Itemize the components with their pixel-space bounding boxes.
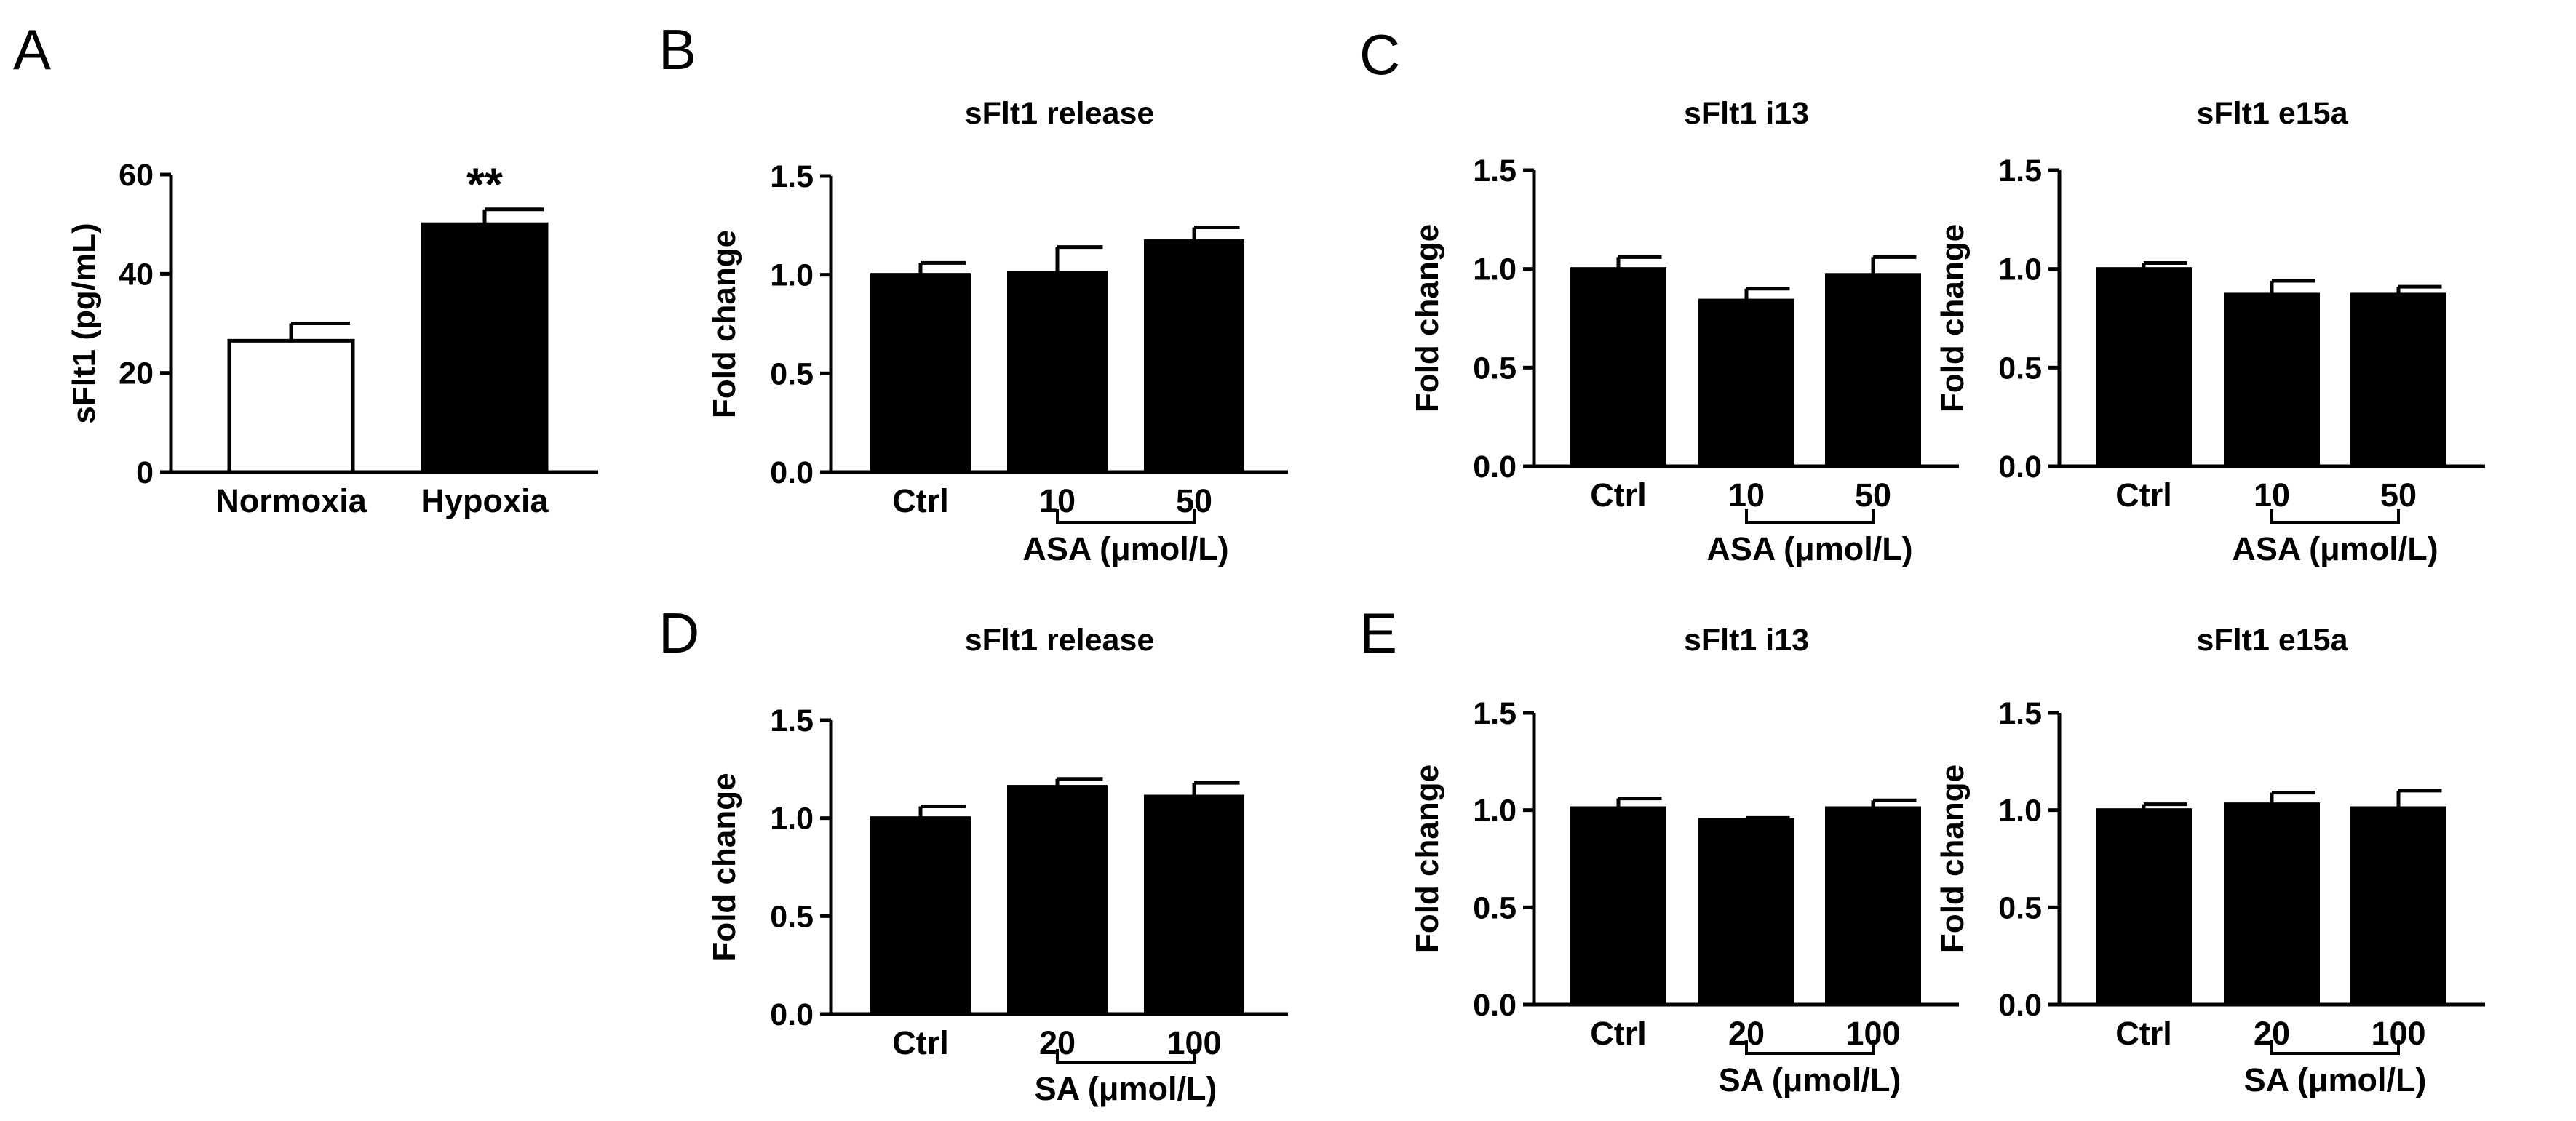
bar-normoxia — [227, 338, 355, 474]
y-tick-label: 1.5 — [770, 703, 814, 738]
chart-title: sFlt1 release — [965, 96, 1155, 131]
y-tick-label: 1.0 — [770, 802, 814, 837]
y-tick-label: 0 — [136, 455, 154, 490]
y-tick-label: 0.0 — [1998, 450, 2042, 484]
x-tick-label: Hypoxia — [421, 482, 549, 519]
bar-ctrl — [2096, 808, 2192, 1007]
chart-panel-sub3: sFlt1 e15a Ctrl 10 50 0.0 0.5 1.0 1.5 Fold chang… — [1935, 96, 2485, 567]
x-tick-label: 10 — [1728, 476, 1765, 514]
group-label: SA (μmol/L) — [1035, 1070, 1217, 1107]
group-bracket — [1056, 1049, 1196, 1064]
y-tick-label: 0.0 — [1998, 988, 2042, 1023]
bar-20 — [1698, 818, 1794, 1007]
bar-10 — [1007, 271, 1108, 474]
y-tick-label: 40 — [119, 257, 154, 292]
bar-10 — [1698, 298, 1794, 468]
chart-title: sFlt1 e15a — [2197, 623, 2349, 658]
y-tick-label: 1.5 — [770, 159, 814, 194]
bar-hypoxia — [421, 222, 549, 474]
bar-20 — [1007, 785, 1108, 1016]
panel-letter: D — [659, 601, 699, 665]
panel-letter: E — [1359, 601, 1397, 665]
x-tick-label: 50 — [1855, 476, 1891, 514]
x-tick-label: Ctrl — [892, 482, 949, 519]
group-label: ASA (μmol/L) — [2232, 530, 2438, 567]
y-tick-label: 0.0 — [770, 997, 814, 1032]
x-tick-label: Ctrl — [2115, 476, 2172, 514]
y-tick-label: 1.0 — [1473, 252, 1516, 287]
x-tick-label: Ctrl — [1590, 476, 1647, 514]
panel-letter: B — [659, 17, 696, 81]
group-label: SA (μmol/L) — [1719, 1061, 1901, 1098]
y-axis-label: Fold change — [1935, 765, 1971, 953]
y-axis-label: sFlt1 (pg/mL) — [66, 223, 102, 423]
y-tick-label: 0.5 — [770, 899, 814, 934]
bar-ctrl — [1570, 267, 1666, 468]
y-tick-label: 0.5 — [1473, 890, 1516, 925]
bar-100 — [1825, 806, 1921, 1007]
x-tick-label: Ctrl — [1590, 1015, 1647, 1052]
y-axis-label: Fold change — [1410, 224, 1445, 412]
bar-ctrl — [2096, 267, 2192, 468]
y-tick-label: 1.5 — [1998, 153, 2042, 188]
y-axis-label: Fold change — [707, 773, 742, 961]
chart-panel-a: A Normoxia ** Hypoxia 0 20 40 60 sFlt1 (pg/mL) — [13, 17, 598, 519]
panel-letter: C — [1359, 23, 1400, 87]
y-tick-label: 1.5 — [1473, 696, 1516, 731]
y-tick-label: 0.0 — [1473, 450, 1516, 484]
significance-marker: ** — [466, 159, 503, 211]
y-tick-label: 1.0 — [770, 258, 814, 293]
y-axis-label: Fold change — [1935, 224, 1971, 412]
group-bracket — [1745, 509, 1875, 524]
y-axis-label: Fold change — [707, 230, 742, 418]
y-tick-label: 20 — [119, 356, 154, 391]
y-tick-label: 0.0 — [1473, 988, 1516, 1023]
panel-letter: A — [13, 17, 51, 81]
y-tick-label: 1.0 — [1998, 794, 2042, 829]
y-tick-label: 0.5 — [1998, 890, 2042, 925]
bar-50 — [1825, 273, 1921, 468]
y-tick-label: 1.5 — [1998, 696, 2042, 731]
group-bracket — [2270, 1040, 2400, 1055]
bar-20 — [2224, 802, 2320, 1007]
y-tick-label: 0.5 — [1998, 351, 2042, 386]
y-tick-label: 0.5 — [770, 356, 814, 391]
group-label: SA (μmol/L) — [2244, 1061, 2427, 1098]
bar-10 — [2224, 292, 2320, 468]
group-bracket — [1056, 509, 1196, 524]
bar-100 — [1144, 794, 1244, 1016]
y-tick-label: 0.0 — [770, 455, 814, 490]
bar-ctrl — [1570, 806, 1666, 1007]
y-tick-label: 60 — [119, 158, 154, 193]
chart-title: sFlt1 release — [965, 623, 1155, 658]
x-tick-label: 10 — [2254, 476, 2290, 514]
chart-title: sFlt1 i13 — [1684, 96, 1809, 131]
x-tick-label: Ctrl — [2115, 1015, 2172, 1052]
x-tick-label: Ctrl — [892, 1024, 949, 1061]
x-tick-label: Normoxia — [215, 482, 367, 519]
bar-50 — [2350, 292, 2446, 468]
y-tick-label: 1.5 — [1473, 153, 1516, 188]
group-label: ASA (μmol/L) — [1022, 530, 1228, 567]
y-tick-label: 1.0 — [1473, 794, 1516, 829]
bar-50 — [1144, 239, 1244, 474]
group-label: ASA (μmol/L) — [1706, 530, 1912, 567]
group-bracket — [2270, 509, 2400, 524]
y-tick-label: 0.5 — [1473, 351, 1516, 386]
group-bracket — [1745, 1040, 1875, 1055]
y-tick-label: 1.0 — [1998, 252, 2042, 287]
bar-ctrl — [870, 816, 971, 1016]
chart-title: sFlt1 i13 — [1684, 623, 1809, 658]
bar-100 — [2350, 806, 2446, 1007]
chart-title: sFlt1 e15a — [2197, 96, 2349, 131]
y-axis-label: Fold change — [1410, 765, 1445, 953]
bar-ctrl — [870, 273, 971, 474]
x-tick-label: 50 — [2380, 476, 2417, 514]
